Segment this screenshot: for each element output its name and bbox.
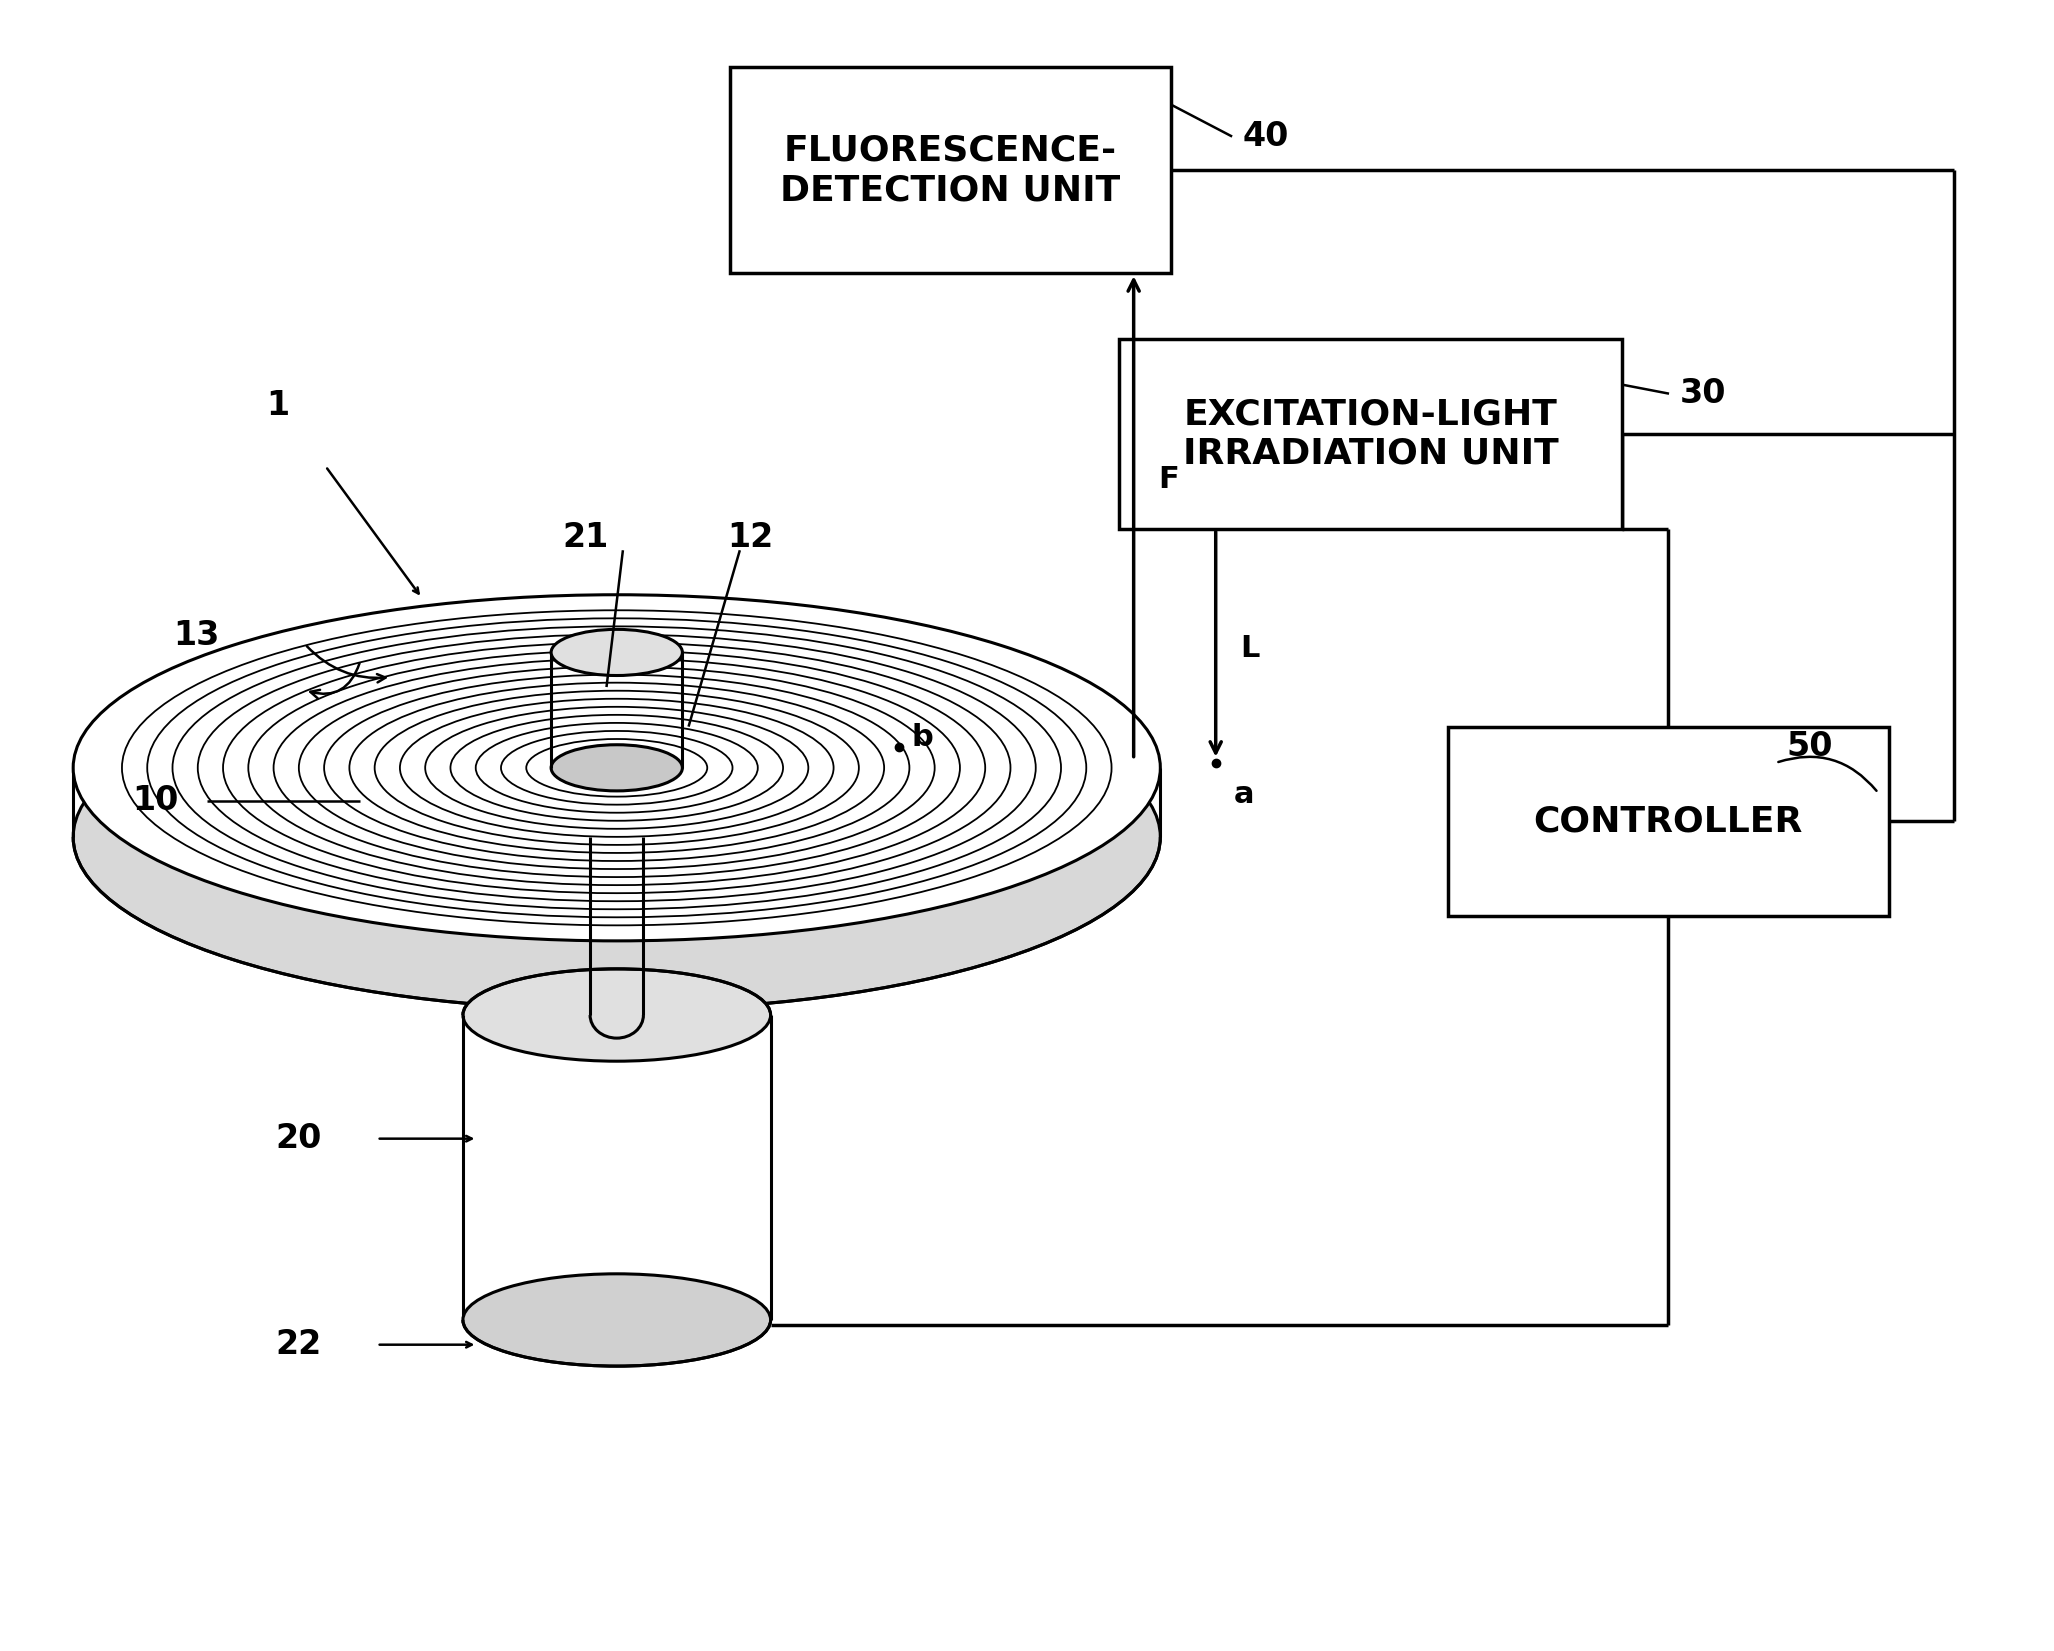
Text: 30: 30 [1680, 376, 1725, 409]
Text: 12: 12 [727, 520, 772, 553]
Text: 21: 21 [563, 520, 610, 553]
Text: 13: 13 [173, 619, 220, 652]
FancyArrowPatch shape [310, 664, 359, 698]
Ellipse shape [550, 745, 682, 791]
FancyArrowPatch shape [1779, 756, 1877, 791]
Text: EXCITATION-LIGHT
IRRADIATION UNIT: EXCITATION-LIGHT IRRADIATION UNIT [1183, 398, 1559, 471]
Ellipse shape [462, 969, 770, 1062]
Bar [1448, 726, 1888, 916]
Ellipse shape [74, 664, 1161, 1010]
Text: a: a [1234, 779, 1255, 809]
Text: b: b [912, 723, 933, 751]
Text: 50: 50 [1785, 730, 1832, 763]
Ellipse shape [550, 629, 682, 675]
Text: L: L [1241, 634, 1259, 662]
Text: 1: 1 [267, 388, 290, 421]
Bar [729, 68, 1171, 274]
Text: FLUORESCENCE-
DETECTION UNIT: FLUORESCENCE- DETECTION UNIT [781, 134, 1119, 206]
Text: 20: 20 [275, 1123, 322, 1156]
Text: 40: 40 [1243, 121, 1288, 154]
Text: 10: 10 [131, 784, 179, 817]
Text: CONTROLLER: CONTROLLER [1534, 804, 1803, 839]
Text: F: F [1158, 466, 1179, 494]
Ellipse shape [462, 1275, 770, 1365]
Text: 22: 22 [275, 1327, 322, 1360]
Ellipse shape [74, 594, 1161, 941]
Bar [1119, 338, 1623, 528]
FancyArrowPatch shape [306, 646, 386, 682]
